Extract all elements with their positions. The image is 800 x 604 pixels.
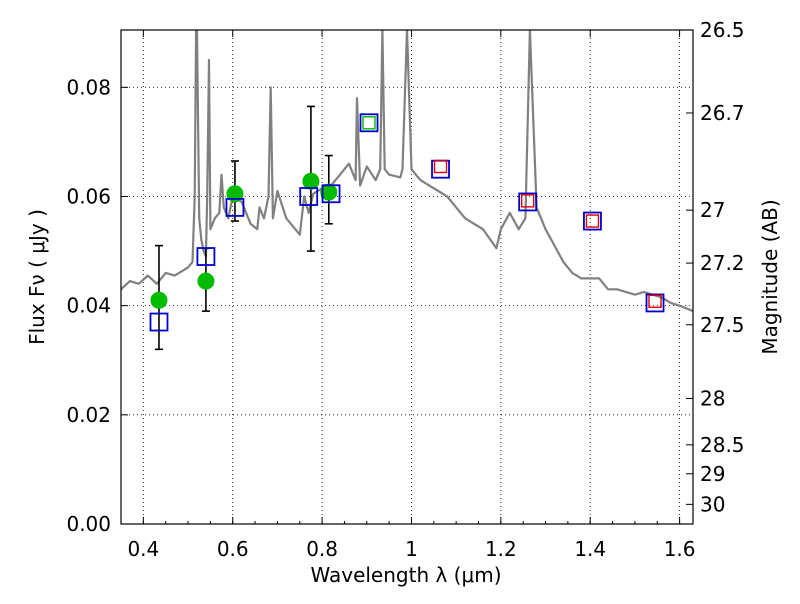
x-axis-label: Wavelength λ (μm) xyxy=(310,563,501,587)
model-point xyxy=(518,192,538,212)
model-point xyxy=(149,312,169,332)
data-markers xyxy=(149,105,665,351)
x-tick-label: 0.8 xyxy=(306,537,338,561)
mag-tick-label: 28.5 xyxy=(700,433,745,457)
y-tick-label: 0.08 xyxy=(66,75,111,99)
mag-tick-label: 29 xyxy=(700,462,725,486)
mag-tick-label: 27 xyxy=(700,198,725,222)
secondary-y-axis-label: Magnitude (AB) xyxy=(758,199,782,354)
observed-point xyxy=(302,172,320,190)
plot-area xyxy=(121,30,693,313)
model-point xyxy=(645,293,665,313)
model-point xyxy=(196,247,216,266)
spectrum-line xyxy=(121,30,693,313)
model-point xyxy=(299,187,319,206)
axes: 0.4 0.6 0.8 1 1.2 1.4 1.6 0.00 0.02 0.04 0.06 0.08 2… xyxy=(66,18,744,561)
y-tick-label: 0.06 xyxy=(66,184,111,208)
x-tick-label: 0.6 xyxy=(217,537,249,561)
red-point xyxy=(433,159,448,174)
y-axis-label: Flux Fν ( μJy ) xyxy=(25,209,49,345)
mag-tick-label: 26.7 xyxy=(700,101,745,125)
model-point xyxy=(225,198,245,217)
mag-tick-label: 26.5 xyxy=(700,18,745,42)
red-point xyxy=(648,294,662,308)
x-tick-label: 1.2 xyxy=(485,537,517,561)
observed-point xyxy=(150,291,168,309)
plot-frame xyxy=(120,29,694,525)
model-point xyxy=(583,211,602,231)
y-tick-label: 0.00 xyxy=(66,512,111,536)
y-tick-label: 0.02 xyxy=(66,403,111,427)
observed-point xyxy=(197,272,215,290)
observed-point xyxy=(320,183,338,201)
green-square-point xyxy=(362,116,376,130)
red-point xyxy=(585,214,600,228)
y-tick-label: 0.04 xyxy=(66,294,111,318)
mag-tick-label: 27.2 xyxy=(700,251,745,275)
observed-point xyxy=(226,185,244,203)
mag-tick-label: 30 xyxy=(700,492,725,516)
model-point xyxy=(359,113,379,133)
x-tick-label: 1.6 xyxy=(664,537,696,561)
mag-tick-label: 27.5 xyxy=(700,313,745,337)
x-tick-label: 1 xyxy=(405,537,418,561)
model-point xyxy=(321,184,341,204)
x-tick-label: 1.4 xyxy=(574,537,606,561)
x-tick-label: 0.4 xyxy=(127,537,159,561)
red-point xyxy=(520,194,535,208)
mag-tick-label: 28 xyxy=(700,386,725,410)
